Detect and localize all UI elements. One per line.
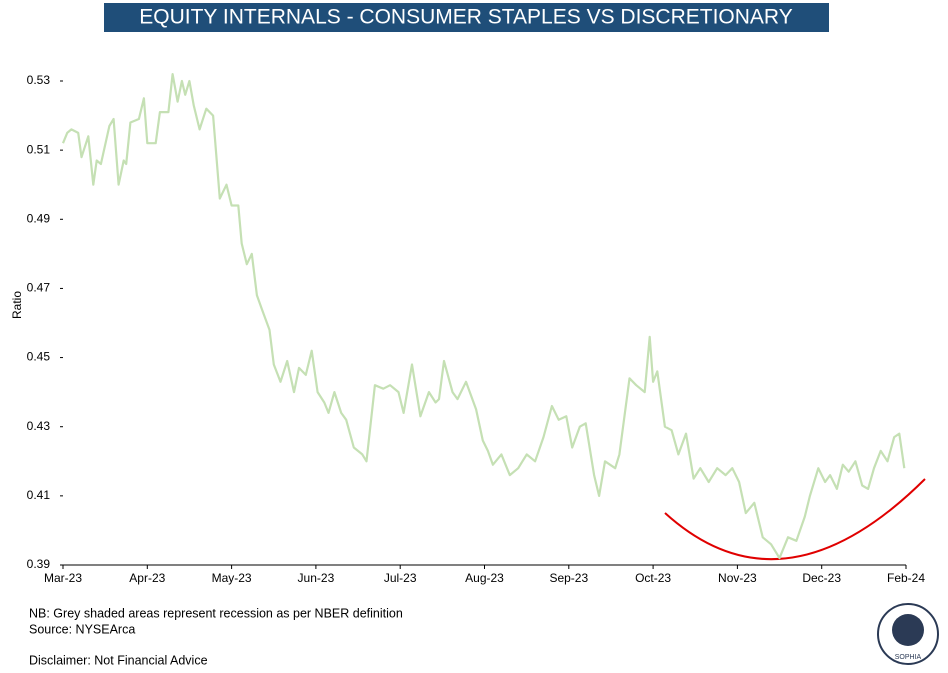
data-line [61, 73, 906, 560]
x-tick-label: Mar-23 [44, 571, 82, 585]
y-tick-label: 0.45 [27, 350, 51, 364]
chart-title: EQUITY INTERNALS - CONSUMER STAPLES VS D… [139, 6, 792, 29]
annotation-curve [664, 478, 926, 561]
x-tick-label: Feb-24 [887, 571, 925, 585]
logo-face [892, 614, 924, 646]
x-tick-label: May-23 [212, 571, 252, 585]
logo: SOPHIA [877, 603, 939, 665]
y-tick-label: 0.47 [27, 281, 51, 295]
y-tick-label: 0.53 [27, 73, 51, 87]
y-tick-label: 0.49 [27, 211, 51, 225]
title-box [104, 3, 829, 32]
y-tick-label: 0.41 [27, 488, 51, 502]
x-tick-label: Nov-23 [718, 571, 757, 585]
x-tick-label: Jul-23 [384, 571, 417, 585]
y-tick-label: 0.39 [27, 557, 51, 571]
note: Disclaimer: Not Financial Advice [29, 653, 208, 667]
x-tick-label: Jun-23 [298, 571, 335, 585]
x-tick-label: Sep-23 [549, 571, 588, 585]
x-tick-label: Aug-23 [465, 571, 504, 585]
note: NB: Grey shaded areas represent recessio… [29, 606, 403, 620]
y-axis-label: Ratio [10, 291, 24, 319]
x-tick-label: Apr-23 [129, 571, 165, 585]
y-tick-label: 0.51 [27, 142, 51, 156]
logo-text: SOPHIA [895, 654, 922, 661]
y-tick-label: 0.43 [27, 419, 51, 433]
x-tick-label: Dec-23 [802, 571, 841, 585]
x-tick-label: Oct-23 [635, 571, 671, 585]
note: Source: NYSEArca [29, 622, 135, 636]
